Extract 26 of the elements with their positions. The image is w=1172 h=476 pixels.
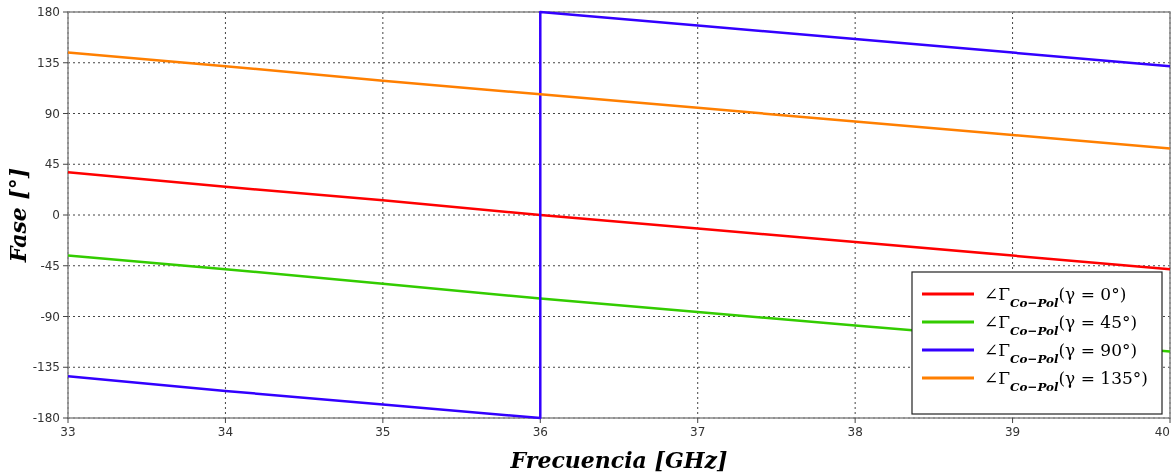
- x-tick-label: 39: [1004, 425, 1021, 439]
- x-tick-label: 38: [847, 425, 863, 439]
- legend-label: ∠Γ$_{Co−Pol}$(γ = 45°): [984, 312, 1138, 338]
- y-tick-label: -180: [32, 411, 60, 425]
- y-tick-label: 135: [37, 55, 60, 70]
- x-tick-label: 37: [690, 425, 706, 439]
- line-series: [66, 51, 1172, 150]
- legend-label: ∠Γ$_{Co−Pol}$(γ = 90°): [984, 340, 1138, 366]
- line-series: [66, 170, 1172, 271]
- x-tick-label: 33: [60, 425, 76, 439]
- y-tick-label: -45: [40, 258, 60, 273]
- y-tick-label: 180: [37, 5, 60, 19]
- line-series: [66, 10, 1172, 420]
- y-tick-label: -90: [40, 309, 60, 324]
- x-tick-label: 35: [375, 425, 391, 439]
- x-tick-label: 40: [1154, 425, 1170, 439]
- x-tick-label: 36: [532, 425, 548, 439]
- y-tick-label: 0: [52, 208, 60, 222]
- y-tick-label: 45: [44, 157, 60, 172]
- x-axis-title: Frecuencia [GHz]: [509, 447, 728, 473]
- x-tick-label: 34: [217, 425, 234, 439]
- y-axis-title: Fase [°]: [5, 167, 31, 264]
- y-tick-label: 90: [44, 106, 60, 121]
- legend-label: ∠Γ$_{Co−Pol}$(γ = 0°): [984, 284, 1127, 310]
- legend-label: ∠Γ$_{Co−Pol}$(γ = 135°): [984, 368, 1148, 394]
- y-tick-label: -135: [32, 360, 60, 375]
